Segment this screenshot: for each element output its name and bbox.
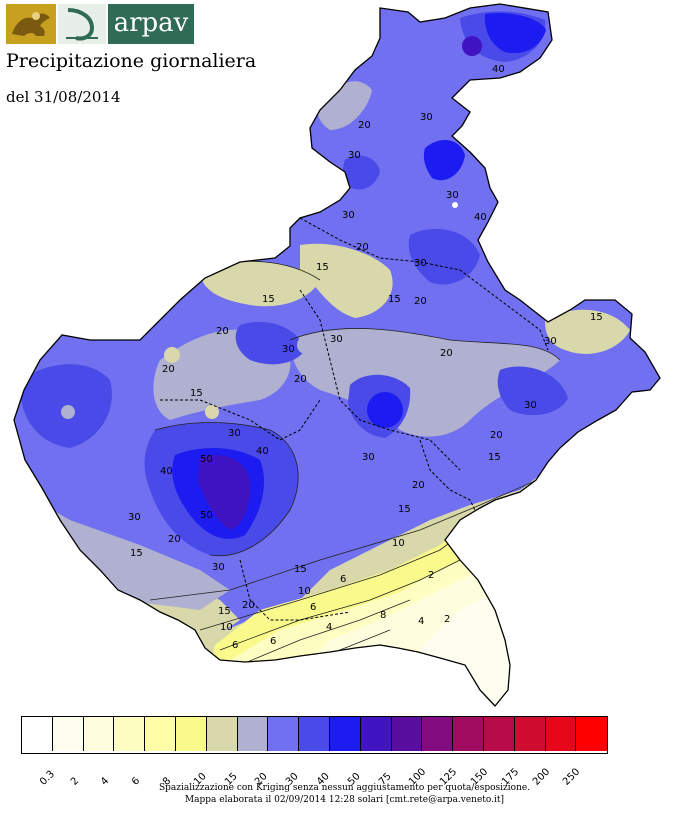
contour-label: 20 (490, 430, 503, 441)
legend-swatch (175, 717, 207, 751)
arpav-logo: arpav (6, 4, 194, 44)
color-legend (21, 716, 609, 754)
contour-label: 15 (294, 564, 307, 575)
legend-swatch (514, 717, 546, 751)
contour-label: 10 (298, 586, 311, 597)
contour-label: 15 (488, 452, 501, 463)
footer: Spazializzazione con Kriging senza nessu… (0, 782, 689, 806)
contour-label: 50 (200, 454, 213, 465)
footer-method-note: Spazializzazione con Kriging senza nessu… (158, 783, 531, 793)
precipitation-zones (14, 4, 660, 706)
legend-swatch (576, 717, 608, 751)
legend-swatch (237, 717, 269, 751)
contour-label: 20 (162, 364, 175, 375)
contour-label: 2 (444, 614, 450, 625)
header: arpav Precipitazione giornaliera del 31/… (0, 0, 689, 120)
brand-name: arpav (108, 4, 194, 44)
contour-label: 20 (358, 120, 371, 131)
contour-label: 30 (420, 112, 433, 123)
legend-swatch (329, 717, 361, 751)
contour-label: 4 (326, 622, 332, 633)
contour-label: 30 (348, 150, 361, 161)
contour-label: 15 (218, 606, 231, 617)
contour-label: 40 (474, 212, 487, 223)
legend-swatch (453, 717, 484, 751)
province-borders (160, 217, 549, 621)
legend-swatch (114, 717, 146, 751)
contour-label: 20 (242, 600, 255, 611)
contour-label: 20 (216, 326, 229, 337)
contour-label: 30 (212, 562, 225, 573)
contour-label: 40 (160, 466, 173, 477)
contour-label: 40 (492, 64, 505, 75)
legend-swatch (268, 717, 300, 751)
contour-label: 30 (544, 336, 557, 347)
legend-swatch (206, 717, 238, 751)
legend-swatch (483, 717, 515, 751)
contour-label: 20 (168, 534, 181, 545)
contour-label: 30 (362, 452, 375, 463)
contour-label: 6 (340, 574, 346, 585)
contour-label: 15 (388, 294, 401, 305)
legend-swatch (145, 717, 176, 751)
contour-label: 30 (342, 210, 355, 221)
contour-label: 15 (398, 504, 411, 515)
legend-swatch (299, 717, 330, 751)
contour-label: 10 (392, 538, 405, 549)
legend-swatch (22, 717, 53, 751)
lion-of-st-mark-icon (6, 4, 56, 44)
contour-label: 50 (200, 510, 213, 521)
legend-swatch (52, 717, 84, 751)
footer-processing-note: Mappa elaborata il 02/09/2014 12:28 sola… (184, 795, 505, 805)
contour-label: 15 (130, 548, 143, 559)
legend-swatch (83, 717, 115, 751)
contour-label: 30 (446, 190, 459, 201)
contour-label: 30 (128, 512, 141, 523)
precipitation-map: 40 20 30 30 30 40 30 30 20 15 15 15 20 3… (13, 3, 661, 707)
map-date: del 31/08/2014 (6, 88, 121, 106)
contour-label: 10 (220, 622, 233, 633)
contour-label: 20 (412, 480, 425, 491)
contour-label: 20 (294, 374, 307, 385)
map-title: Precipitazione giornaliera (6, 50, 257, 72)
contour-label: 15 (262, 294, 275, 305)
arpav-mark-icon (58, 4, 106, 44)
legend-swatch (422, 717, 454, 751)
contour-label: 30 (282, 344, 295, 355)
contour-label: 15 (190, 388, 203, 399)
legend-swatch (545, 717, 577, 751)
contour-label: 6 (270, 636, 276, 647)
contour-label: 30 (228, 428, 241, 439)
legend-swatch (391, 717, 423, 751)
contour-label: 30 (414, 258, 427, 269)
contour-label: 20 (440, 348, 453, 359)
contour-labels: 40 20 30 30 30 40 30 30 20 15 15 15 20 3… (128, 64, 603, 651)
contour-label: 15 (590, 312, 603, 323)
contour-label: 2 (428, 570, 434, 581)
contour-label: 20 (414, 296, 427, 307)
contour-label: 20 (356, 242, 369, 253)
contour-label: 6 (310, 602, 316, 613)
legend-swatch (360, 717, 392, 751)
contour-label: 15 (316, 262, 329, 273)
contour-label: 8 (380, 610, 386, 621)
contour-label: 40 (256, 446, 269, 457)
contour-label: 30 (524, 400, 537, 411)
contour-label: 4 (418, 616, 424, 627)
contour-label: 30 (330, 334, 343, 345)
contour-label: 6 (232, 640, 238, 651)
